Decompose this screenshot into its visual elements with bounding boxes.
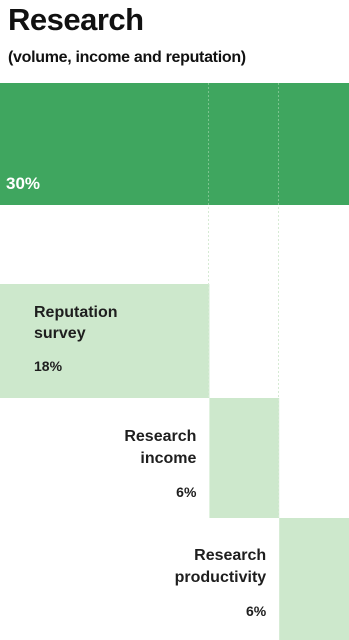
component-2-name-line1: Research — [124, 428, 196, 445]
component-3-value-label: 6% — [246, 603, 267, 619]
component-1-name-line2: survey — [34, 325, 86, 342]
chart-title: Research — [8, 2, 144, 37]
total-value-label: 30% — [6, 174, 40, 193]
component-1-name-line1: Reputation — [34, 304, 118, 321]
component-bar-3 — [279, 518, 349, 640]
component-2-name-line2: income — [140, 450, 196, 467]
chart-subtitle: (volume, income and reputation) — [8, 49, 246, 66]
component-3-name-line2: productivity — [175, 569, 267, 586]
component-1-value-label: 18% — [34, 358, 63, 374]
component-3-name-line1: Research — [194, 547, 266, 564]
total-bar — [0, 83, 349, 205]
component-bar-1 — [0, 284, 210, 398]
component-2-value-label: 6% — [176, 484, 197, 500]
component-bar-2 — [209, 398, 280, 518]
